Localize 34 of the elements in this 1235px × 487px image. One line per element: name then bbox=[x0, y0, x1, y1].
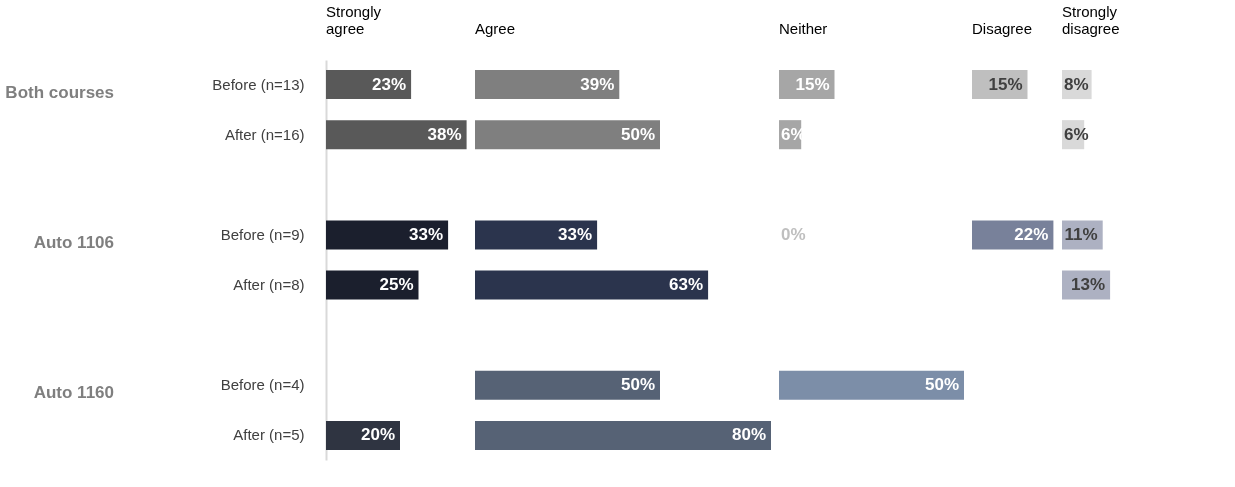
chart-title: Agree bbox=[475, 20, 516, 37]
chart-title: Neither bbox=[779, 20, 828, 37]
y-tick-label: Before (n=4) bbox=[220, 376, 305, 394]
y-tick-label: After (n=8) bbox=[233, 276, 305, 294]
data-label: 50% bbox=[620, 124, 655, 144]
chart-title: Strongly disagree bbox=[1062, 3, 1120, 37]
chart-title: Strongly agree bbox=[326, 3, 382, 37]
data-label: 25% bbox=[379, 275, 414, 295]
data-label: 11% bbox=[1064, 224, 1098, 244]
text: Auto 1106 bbox=[33, 232, 114, 252]
data-label: 0% bbox=[781, 224, 806, 244]
data-label: 80% bbox=[731, 425, 766, 445]
data-label: 33% bbox=[409, 224, 444, 244]
data-label: 50% bbox=[620, 375, 655, 395]
chart-title: Disagree bbox=[972, 20, 1033, 37]
data-label: 8% bbox=[1064, 74, 1089, 94]
y-tick-label: After (n=5) bbox=[233, 426, 305, 444]
y-tick-label: Before (n=9) bbox=[220, 225, 305, 243]
data-label: 20% bbox=[360, 425, 395, 445]
text: Auto 1160 bbox=[33, 383, 114, 403]
data-label: 63% bbox=[669, 275, 704, 295]
y-tick-label: After (n=16) bbox=[224, 125, 305, 143]
data-label: 13% bbox=[1071, 275, 1106, 295]
data-label: 39% bbox=[580, 74, 615, 94]
data-label: 15% bbox=[988, 74, 1023, 94]
data-label: 6% bbox=[1064, 124, 1089, 144]
data-label: 15% bbox=[795, 74, 830, 94]
text: Both courses bbox=[5, 82, 114, 102]
data-label: 33% bbox=[558, 224, 593, 244]
data-label: 38% bbox=[427, 124, 462, 144]
data-label: 23% bbox=[372, 74, 407, 94]
data-label: 50% bbox=[924, 375, 959, 395]
y-tick-label: Before (n=13) bbox=[212, 75, 305, 93]
data-label: 22% bbox=[1014, 224, 1049, 244]
